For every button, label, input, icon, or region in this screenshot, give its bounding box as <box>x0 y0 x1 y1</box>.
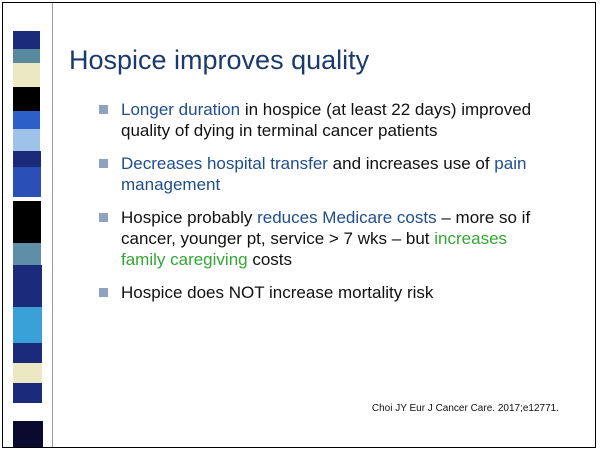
bullet-list: Longer duration in hospice (at least 22 … <box>99 99 549 315</box>
stripe-block <box>13 307 42 343</box>
stripe-block <box>13 87 40 111</box>
citation: Choi JY Eur J Cancer Care. 2017;e12771. <box>372 403 559 414</box>
highlight: Decreases hospital transfer <box>121 154 328 173</box>
stripe-block <box>13 49 40 63</box>
stripe-block <box>13 243 41 265</box>
text: Hospice does NOT increase mortality risk <box>121 283 433 302</box>
stripe-block <box>13 151 41 167</box>
text: Hospice probably <box>121 208 252 227</box>
slide: Hospice improves quality Longer duration… <box>2 2 596 448</box>
page: {"title": "Hospice improves quality", "b… <box>0 2 600 454</box>
decorative-stripe <box>13 3 43 448</box>
stripe-block <box>13 167 41 197</box>
stripe-block <box>13 129 40 151</box>
stripe-block <box>13 201 41 243</box>
slide-title: Hospice improves quality <box>69 45 369 76</box>
stripe-block <box>13 363 42 383</box>
bullet: Decreases hospital transfer and increase… <box>99 153 549 195</box>
bullet: Hospice probably reduces Medicare costs … <box>99 207 549 270</box>
stripe-block <box>13 111 40 129</box>
bullet-marker <box>99 159 108 168</box>
stripe-block <box>13 421 43 448</box>
bullet: Hospice does NOT increase mortality risk <box>99 282 549 303</box>
stripe-block <box>13 383 42 403</box>
text: costs <box>252 250 292 269</box>
stripe-block <box>13 265 42 307</box>
stripe-block <box>13 63 40 87</box>
stripe-block <box>13 31 40 49</box>
divider <box>52 3 53 448</box>
bullet-marker <box>99 105 108 114</box>
stripe-block <box>13 343 42 363</box>
text: and increases use of <box>333 154 490 173</box>
highlight: reduces Medicare costs <box>257 208 437 227</box>
bullet: Longer duration in hospice (at least 22 … <box>99 99 549 141</box>
bullet-marker <box>99 288 108 297</box>
bullet-marker <box>99 213 108 222</box>
highlight: Longer duration <box>121 100 240 119</box>
